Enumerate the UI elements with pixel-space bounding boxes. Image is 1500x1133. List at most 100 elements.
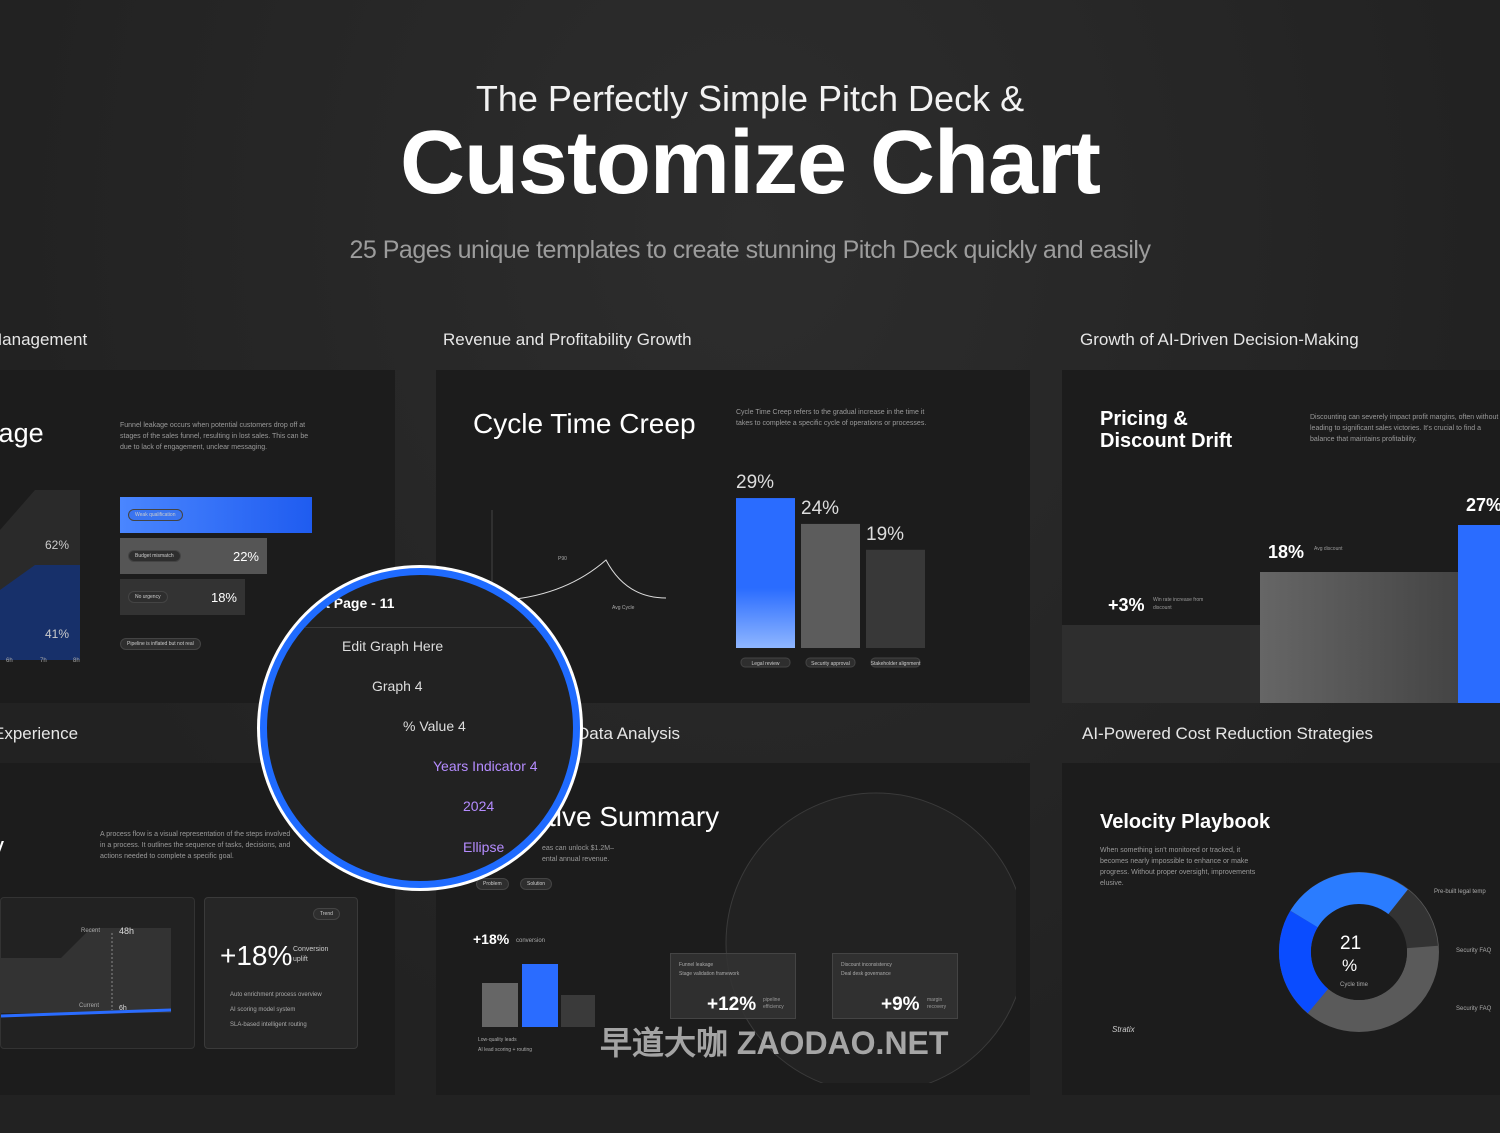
- bar: [561, 995, 595, 1027]
- callout: Security FAQ: [1456, 1006, 1492, 1012]
- step-label: Avg discount: [1314, 546, 1343, 552]
- funnel-label: Weak qualification: [128, 509, 183, 521]
- card: Funnel leakage Stage validation framewor…: [670, 953, 796, 1019]
- pricing-slide: Pricing & Discount Drift Discounting can…: [1062, 370, 1500, 703]
- funnel-slide: Leakage Funnel leakage occurs when poten…: [0, 370, 395, 703]
- tag: Trend: [313, 908, 340, 920]
- callout: Security FAQ: [1456, 948, 1492, 954]
- layer-item[interactable]: % Value 4: [403, 718, 466, 734]
- value: 6h: [119, 1005, 127, 1012]
- step: [1260, 572, 1458, 703]
- title: Customize Chart: [399, 113, 1101, 213]
- layer-item[interactable]: Ellipse: [463, 839, 505, 855]
- step: [1062, 625, 1260, 703]
- value: +12%: [707, 994, 757, 1015]
- bar: [866, 549, 925, 648]
- category-label: Stakeholder alignment: [871, 661, 921, 667]
- funnel-value: 22%: [232, 549, 259, 564]
- layer-item[interactable]: Edit Graph Here: [342, 638, 444, 654]
- section-label: Growth of AI-Driven Decision-Making: [1080, 330, 1359, 349]
- tagline: 25 Pages unique templates to create stun…: [349, 236, 1152, 264]
- section-label: Experience: [0, 724, 79, 743]
- line: [0, 1008, 172, 1018]
- funnel-bar: Budget mismatch 22%: [120, 538, 267, 574]
- layer-page[interactable]: Content Page - 11: [277, 595, 395, 611]
- center-value: 21: [1340, 933, 1362, 954]
- bar: [522, 964, 558, 1027]
- line-label: P90: [558, 556, 567, 562]
- area: [0, 565, 80, 660]
- value-label: 29%: [736, 472, 774, 493]
- slide-description: Discounting can severely impact profit m…: [1310, 414, 1499, 443]
- category-pill: [805, 657, 856, 668]
- legend: AI lead scoring + routing: [478, 1047, 533, 1053]
- slide-description: When something isn't monitored or tracke…: [1100, 847, 1256, 887]
- item: Funnel leakage: [679, 962, 714, 968]
- value: +18%: [220, 940, 293, 971]
- layer-item[interactable]: 2024: [463, 798, 495, 814]
- slide-description: Funnel leakage occurs when potential cus…: [120, 422, 309, 451]
- funnel-bar: No urgency 18%: [120, 579, 245, 615]
- card: Trend +18% Conversion uplift Auto enrich…: [204, 897, 358, 1049]
- step: [1458, 525, 1500, 703]
- category-label: Security approval: [811, 661, 850, 667]
- section-label: Revenue and Profitability Growth: [443, 330, 692, 349]
- area-chart: [0, 928, 172, 1018]
- center-unit: %: [1342, 956, 1358, 975]
- slide-title: Pricing & Discount Drift: [1100, 408, 1233, 452]
- donut-segment: [1387, 889, 1438, 950]
- label: Recent: [81, 928, 101, 934]
- donut-segment: [1278, 910, 1329, 1014]
- item: Stage validation framework: [679, 971, 740, 977]
- area-label: 41%: [45, 627, 70, 641]
- step-label: Win rate increase from discount: [1153, 597, 1204, 611]
- donut: [1278, 872, 1439, 1032]
- slide-description: A process flow is a visual representatio…: [100, 831, 291, 860]
- tag: Solution: [520, 878, 553, 890]
- slide-title-fragment: v: [0, 833, 4, 861]
- category-label: Legal review: [751, 661, 779, 667]
- area-chart: [0, 490, 80, 660]
- x-label: 6h: [6, 658, 13, 664]
- slide-title: Leakage: [0, 418, 44, 448]
- funnel-bar: Weak qualification: [120, 497, 312, 533]
- callout: Pre-built legal temp: [1434, 889, 1486, 895]
- label: Current: [79, 1003, 100, 1009]
- x-label: 8h: [73, 658, 80, 664]
- bar: [736, 498, 795, 648]
- funnel-label: Budget mismatch: [128, 550, 181, 562]
- label: margin recovery: [927, 997, 947, 1010]
- bar-chart: 29% Legal review 24% Security approval 19% St…: [736, 472, 925, 668]
- item: Deal desk governance: [841, 971, 891, 977]
- slide-description: Cycle Time Creep refers to the gradual i…: [736, 409, 927, 427]
- step-value: 27%: [1466, 495, 1500, 515]
- metric-label: conversion: [516, 938, 546, 944]
- layer-item[interactable]: Graph 4: [372, 678, 423, 694]
- divider: [267, 627, 573, 628]
- funnel-value: 18%: [210, 590, 237, 605]
- step-value: +3%: [1108, 595, 1145, 615]
- donut-segment: [1290, 872, 1408, 928]
- layer-item[interactable]: Years Indicator 4: [433, 758, 538, 774]
- bar: [801, 523, 860, 648]
- funnel-label: No urgency: [128, 591, 168, 603]
- process-slide: v A process flow is a visual representat…: [0, 763, 395, 1095]
- slide-title: tive Summary: [548, 801, 720, 832]
- line: [505, 559, 667, 601]
- velocity-slide: Velocity Playbook When something isn't m…: [1062, 763, 1500, 1095]
- label: pipeline efficiency: [763, 997, 784, 1010]
- slide-description: eas can unlock $1.2M–: [542, 845, 614, 852]
- value: +9%: [881, 994, 920, 1015]
- bullet: Auto enrichment process overview: [230, 992, 322, 998]
- section-label: Data Analysis: [577, 724, 680, 743]
- section-label: Management: [0, 330, 88, 349]
- slide-description: ental annual revenue.: [542, 856, 610, 863]
- brand: Stratix: [1112, 1025, 1135, 1034]
- bullet: AI scoring model system: [230, 1007, 296, 1013]
- item: Discount inconsistency: [841, 962, 892, 968]
- watermark: 早道大咖 ZAODAO.NET: [600, 1025, 949, 1061]
- card: Discount inconsistency Deal desk governa…: [832, 953, 958, 1019]
- section-label: AI-Powered Cost Reduction Strategies: [1082, 724, 1374, 743]
- metric: +18%: [473, 931, 510, 947]
